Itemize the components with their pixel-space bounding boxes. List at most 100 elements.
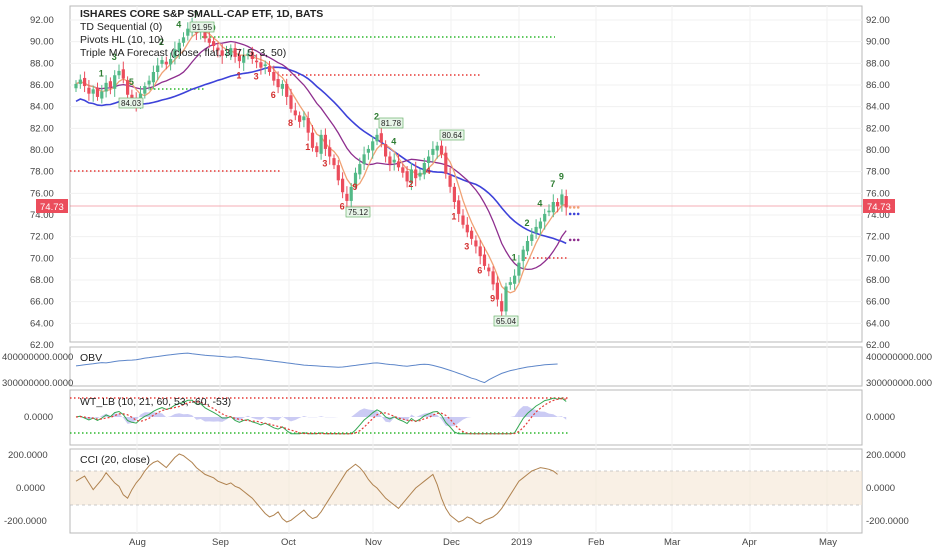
candle-body xyxy=(177,42,181,51)
candle-body xyxy=(104,82,108,92)
candle-body xyxy=(405,171,409,182)
ma-forecast-dot xyxy=(572,238,576,242)
candle-body xyxy=(78,79,82,84)
price-tick-right: 62.00 xyxy=(866,340,890,351)
candle-body xyxy=(336,165,340,181)
ma-slow-line xyxy=(75,66,567,245)
candle-body xyxy=(392,159,396,163)
price-tick-right: 68.00 xyxy=(866,275,890,286)
pivot-label: 65.04 xyxy=(496,317,517,326)
last-price-tag-bg xyxy=(36,199,68,213)
wt-label[interactable]: WT_LB (10, 21, 60, 53, -60, -53) xyxy=(80,396,231,408)
candle-body xyxy=(470,230,474,239)
indicator-pivots-hl[interactable]: Pivots HL (10, 10) xyxy=(80,34,164,46)
cci-line xyxy=(75,453,558,525)
candle-body xyxy=(143,86,147,94)
obv-tick-left: 300000000.0000 xyxy=(2,378,73,389)
pivot-label: 84.03 xyxy=(121,99,142,108)
candle-body xyxy=(113,75,117,89)
price-tick-right: 86.00 xyxy=(866,80,890,91)
cci-pane-content: CCI (20, close) 200.0000 0.0000 -200.000… xyxy=(4,450,909,527)
x-tick-label: Nov xyxy=(365,537,382,548)
price-tick-left: 68.00 xyxy=(30,275,54,286)
indicator-triple-ma[interactable]: Triple MA Forecast (close, flat, 3, 7, 5… xyxy=(80,47,286,59)
candle-body xyxy=(474,240,478,247)
candle-body xyxy=(388,156,392,165)
x-tick-label: Feb xyxy=(588,537,604,548)
candle-body xyxy=(100,91,104,99)
candle-body xyxy=(121,69,125,79)
last-price-tag-left: 74.73 xyxy=(36,199,68,213)
td-count-mark: 6 xyxy=(271,90,276,100)
candle-body xyxy=(298,115,302,122)
candle-body xyxy=(233,48,237,57)
td-count-mark: 8 xyxy=(288,118,293,128)
price-tick-right: 72.00 xyxy=(866,232,890,243)
candle-body xyxy=(495,282,499,300)
candle-body xyxy=(427,156,431,163)
candle-body xyxy=(384,144,388,157)
price-axis: 92.00 92.00 90.00 90.00 88.00 88.00 86.00 86.00… xyxy=(30,15,890,351)
td-sequential-marks: 1352479136813692424136912479 xyxy=(99,10,564,304)
candle-body xyxy=(547,210,551,213)
legend: ISHARES CORE S&P SMALL-CAP ETF, 1D, BATS… xyxy=(80,8,323,59)
wt-histogram xyxy=(76,406,567,427)
indicator-td-sequential[interactable]: TD Sequential (0) xyxy=(80,21,162,33)
price-tick-right: 88.00 xyxy=(866,58,890,69)
cci-tick-right: 0.0000 xyxy=(866,483,895,494)
td-count-mark: 2 xyxy=(525,218,530,228)
candle-body xyxy=(181,37,186,43)
pivot-label: 80.64 xyxy=(442,131,463,140)
price-tick-left: 78.00 xyxy=(30,167,54,178)
candle-body xyxy=(250,51,254,59)
cci-tick-left: -200.0000 xyxy=(4,516,47,527)
obv-label[interactable]: OBV xyxy=(80,352,102,364)
candle-body xyxy=(156,65,160,72)
chart-title[interactable]: ISHARES CORE S&P SMALL-CAP ETF, 1D, BATS xyxy=(80,8,323,20)
last-price-tag-right: 74.73 xyxy=(863,199,895,213)
td-count-mark: 7 xyxy=(550,179,555,189)
candle-body xyxy=(538,221,542,229)
candle-body xyxy=(521,249,525,262)
price-tick-right: 74.00 xyxy=(866,210,890,221)
td-count-mark: 4 xyxy=(391,137,396,147)
candle-body xyxy=(513,275,517,284)
candle-body xyxy=(117,70,121,76)
candle-body xyxy=(216,47,220,51)
price-tick-left: 66.00 xyxy=(30,297,54,308)
td-count-mark: 3 xyxy=(254,72,259,82)
candle-body xyxy=(491,271,495,285)
ma-forecast-dot xyxy=(568,206,572,209)
x-tick-label: Mar xyxy=(664,537,680,548)
price-tick-right: 90.00 xyxy=(866,37,890,48)
candle-body xyxy=(229,48,233,56)
pivot-label: 91.95 xyxy=(192,23,213,32)
x-tick-label: 2019 xyxy=(511,537,532,548)
candle-body xyxy=(362,154,366,165)
candle-body xyxy=(560,194,564,205)
candle-body xyxy=(302,116,306,121)
ma-mid-line xyxy=(75,40,567,271)
candle-body xyxy=(207,38,211,43)
candle-body xyxy=(289,95,293,109)
cci-label[interactable]: CCI (20, close) xyxy=(80,454,150,466)
price-tick-right: 92.00 xyxy=(866,15,890,26)
td-count-mark: 2 xyxy=(374,112,379,122)
candle-body xyxy=(95,87,100,97)
candle-body xyxy=(525,241,530,252)
td-count-mark: 3 xyxy=(322,158,327,168)
pivot-label-box xyxy=(345,206,371,218)
wt-fast-line xyxy=(75,397,567,435)
pivot-label-box xyxy=(189,21,215,33)
candle-body xyxy=(556,202,560,207)
ma-forecast-dot xyxy=(568,212,572,216)
candle-body xyxy=(530,234,534,241)
obv-tick-left: 400000000.0000 xyxy=(2,352,73,363)
candle-body xyxy=(91,89,95,94)
candle-body xyxy=(173,49,177,58)
candle-body xyxy=(267,66,272,72)
ma-fast-line xyxy=(75,30,567,294)
x-tick-label: Oct xyxy=(281,537,296,548)
td-count-mark: 5 xyxy=(129,77,134,87)
